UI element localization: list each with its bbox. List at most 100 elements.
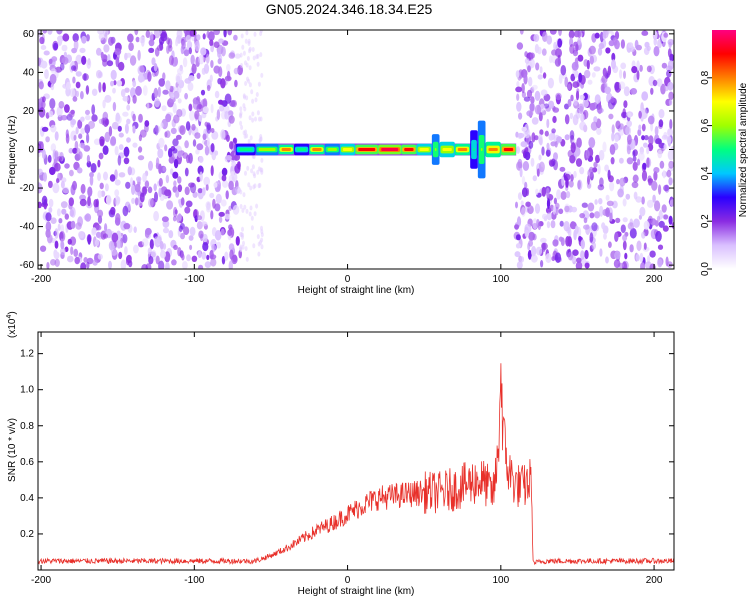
noise-blob: [202, 241, 209, 252]
noise-blob: [239, 120, 243, 126]
noise-blob: [231, 161, 237, 167]
noise-blob: [515, 86, 523, 93]
noise-blob: [550, 141, 557, 147]
noise-blob: [251, 98, 255, 104]
noise-blob: [545, 253, 552, 264]
noise-blob: [582, 99, 589, 108]
noise-blob: [117, 155, 122, 166]
noise-blob: [662, 170, 666, 179]
noise-blob: [250, 168, 254, 174]
noise-blob: [184, 167, 189, 177]
noise-blob: [637, 129, 642, 136]
noise-blob: [601, 222, 606, 230]
spectrogram-x-tick-label: 100: [492, 274, 509, 285]
noise-blob: [519, 256, 525, 263]
noise-blob: [532, 218, 538, 230]
snr-series-line: [38, 363, 674, 566]
noise-blob: [641, 30, 649, 36]
noise-blob: [54, 150, 59, 159]
noise-blob: [614, 81, 620, 91]
noise-blob: [197, 250, 202, 258]
noise-blob: [556, 189, 561, 200]
noise-blob: [93, 199, 99, 208]
noise-blob: [206, 84, 211, 92]
noise-blob: [616, 178, 620, 185]
noise-blob: [546, 35, 553, 45]
noise-blob: [556, 136, 563, 143]
noise-blob: [138, 146, 143, 153]
signal-segment-core: [434, 148, 437, 151]
noise-blob: [605, 256, 609, 264]
noise-blob: [580, 239, 585, 250]
spectrogram-y-tick-label: -40: [20, 222, 35, 233]
noise-blob: [184, 92, 189, 100]
noise-blob: [188, 47, 192, 55]
noise-blob: [254, 116, 257, 122]
noise-blob: [593, 66, 601, 72]
noise-blob: [548, 159, 553, 166]
noise-blob: [159, 241, 164, 250]
noise-blob: [668, 177, 673, 186]
noise-blob: [581, 202, 588, 208]
noise-blob: [135, 85, 142, 96]
noise-blob: [579, 213, 586, 219]
noise-blob: [550, 220, 556, 229]
noise-blob: [210, 143, 215, 153]
noise-blob: [643, 220, 650, 230]
noise-blob: [228, 180, 234, 191]
noise-blob: [162, 166, 166, 172]
noise-blob: [658, 184, 662, 195]
noise-blob: [168, 230, 174, 239]
noise-blob: [179, 125, 186, 136]
noise-blob: [198, 230, 204, 239]
noise-blob: [153, 183, 157, 192]
noise-blob: [521, 175, 526, 185]
noise-blob: [199, 171, 203, 182]
noise-blob: [546, 118, 550, 129]
noise-blob: [555, 206, 559, 216]
noise-blob: [637, 158, 641, 166]
noise-blob: [589, 212, 595, 219]
noise-blob: [114, 145, 119, 156]
noise-blob: [228, 260, 233, 269]
noise-blob: [75, 81, 81, 89]
noise-blob: [246, 165, 250, 171]
noise-blob: [94, 253, 98, 260]
noise-blob: [259, 52, 263, 58]
noise-blob: [256, 110, 260, 116]
noise-blob: [575, 108, 581, 120]
noise-blob: [128, 42, 134, 51]
noise-blob: [165, 174, 170, 184]
signal-segment-core: [503, 148, 514, 151]
noise-blob: [225, 190, 229, 200]
noise-blob: [151, 57, 156, 66]
noise-blob: [75, 222, 82, 230]
noise-blob: [112, 101, 117, 112]
noise-blob: [648, 180, 652, 186]
colorbar-label: Normalized spectral amplitude: [738, 82, 749, 217]
noise-blob: [249, 185, 253, 191]
noise-blob: [40, 100, 46, 109]
colorbar-tick-label: 0.6: [700, 118, 711, 132]
noise-blob: [50, 83, 55, 91]
noise-blob: [197, 188, 203, 194]
noise-blob: [520, 141, 528, 148]
noise-blob: [515, 234, 521, 241]
noise-blob: [536, 168, 540, 177]
noise-blob: [166, 200, 174, 210]
noise-blob: [202, 33, 206, 40]
noise-blob: [205, 184, 209, 191]
noise-blob: [573, 170, 577, 179]
noise-blob: [622, 240, 627, 251]
noise-blob: [519, 30, 524, 35]
noise-blob: [531, 245, 537, 257]
noise-blob: [597, 184, 605, 191]
noise-blob: [593, 116, 598, 123]
noise-blob: [160, 122, 164, 129]
noise-blob: [579, 166, 585, 175]
noise-blob: [114, 195, 120, 206]
noise-blob: [252, 243, 256, 249]
noise-blob: [180, 232, 185, 240]
signal-segment-core: [258, 148, 276, 151]
noise-blob: [108, 36, 114, 46]
